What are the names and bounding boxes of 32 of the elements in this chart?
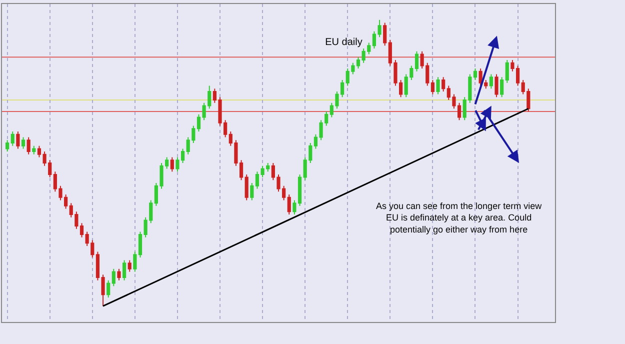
candlestick [122, 260, 126, 281]
candlestick [500, 76, 504, 98]
candlestick [26, 136, 30, 155]
candlestick [133, 251, 137, 272]
candlestick [196, 114, 201, 132]
candlestick [287, 194, 291, 216]
candlestick [250, 182, 254, 201]
candlestick [117, 268, 121, 281]
candlestick [494, 74, 498, 98]
candlestick [21, 136, 26, 150]
candlestick [442, 76, 446, 92]
annotation: As you can see from the longer term view EU is definately at a key area. Could potentially go either way from here [376, 201, 542, 234]
candlestick [106, 280, 110, 298]
candlestick [255, 171, 260, 190]
candlestick [138, 231, 142, 258]
candlestick [484, 80, 488, 90]
candlestick [10, 131, 14, 146]
candlestick [16, 131, 20, 150]
candlestick [436, 76, 440, 95]
candlestick [112, 268, 116, 287]
candlestick [383, 22, 387, 46]
candlestick [489, 74, 493, 90]
text: EU daily [325, 36, 362, 48]
candlestick [128, 260, 132, 272]
candlestick [170, 156, 174, 172]
candlestick [414, 50, 419, 72]
candlestick [473, 68, 478, 80]
candlestick [244, 174, 248, 201]
candlestick [430, 80, 434, 95]
candlestick [505, 59, 509, 84]
candlestick [6, 140, 10, 152]
candlestick [32, 145, 36, 155]
